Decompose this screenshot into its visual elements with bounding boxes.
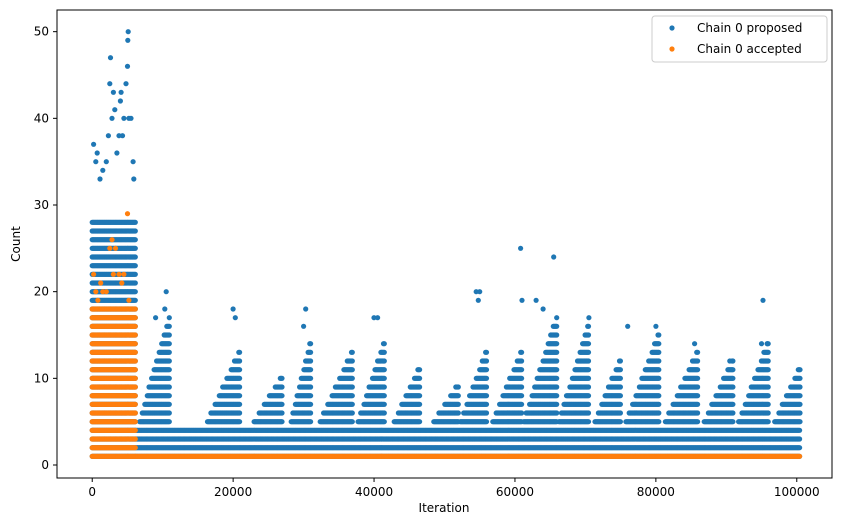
proposed-point [166,419,172,425]
proposed-point [166,410,172,416]
proposed-point [132,271,138,277]
proposed-point [132,297,138,303]
proposed-point [132,254,138,260]
proposed-point [166,384,172,390]
proposed-point [166,323,172,329]
proposed-point [132,289,138,295]
proposed-point [166,341,172,347]
proposed-point [797,427,803,433]
proposed-point [166,393,172,399]
proposed-point [166,358,172,364]
proposed-point [166,349,172,355]
data-points [89,29,803,459]
proposed-point [797,436,803,442]
proposed-point [132,219,138,225]
proposed-point [132,280,138,286]
proposed-point [132,228,138,234]
proposed-point [132,237,138,243]
proposed-point [166,401,172,407]
proposed-point [166,375,172,381]
proposed-point [797,445,803,451]
proposed-point [132,263,138,269]
proposed-point [132,245,138,251]
proposed-point [166,332,172,338]
proposed-point [166,367,172,373]
proposed-point [166,315,172,321]
